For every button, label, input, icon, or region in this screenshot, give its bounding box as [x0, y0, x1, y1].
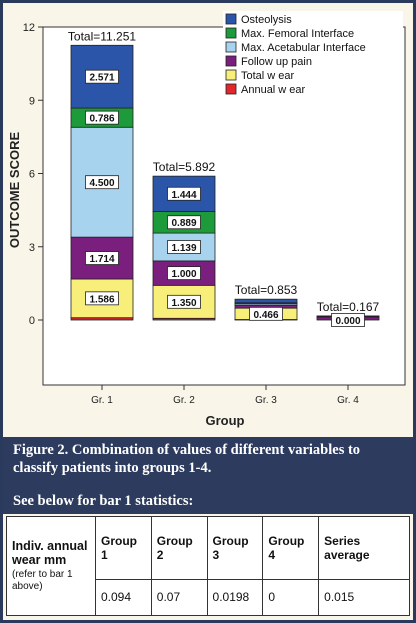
- data-label-box-3-1: [331, 313, 365, 327]
- x-axis-label: Group: [206, 413, 245, 428]
- value-group-1: 0.094: [95, 578, 152, 617]
- data-label-0-4: 0.786: [89, 114, 114, 125]
- header-group-3: Group 3: [206, 516, 264, 580]
- legend-swatch-5: [225, 83, 237, 95]
- data-label-box-0-3: [85, 175, 119, 190]
- x-tick-label-1: Gr. 2: [173, 395, 195, 406]
- legend-swatch-4: [225, 69, 237, 81]
- header-group-2: Group 2: [150, 516, 208, 580]
- legend-label-5: Annual w ear: [241, 84, 306, 96]
- row-label-main: Indiv. annual wear mm: [12, 539, 88, 567]
- data-label-box-1-2: [167, 266, 201, 281]
- y-tick-label-3: 9: [29, 95, 35, 107]
- header-group-1: Group 1: [95, 516, 152, 580]
- data-label-box-0-5: [85, 69, 119, 84]
- value-series-average: 0.015: [318, 578, 410, 617]
- legend-swatch-0: [225, 13, 237, 25]
- legend-background: [223, 11, 403, 99]
- data-label-box-1-1: [167, 294, 201, 309]
- data-label-1-2: 1.000: [171, 269, 196, 280]
- legend-swatch-3: [225, 55, 237, 67]
- bar-total-label-0: Total=11.251: [68, 29, 136, 43]
- data-label-3-1: 0.000: [335, 316, 360, 327]
- data-label-1-3: 1.139: [171, 243, 196, 254]
- data-label-box-0-1: [85, 291, 119, 306]
- stacked-bar-chart: 0 3 6 9 12 1.586 1.714 4.500 0.786 2.571 Total=11.…: [7, 11, 406, 428]
- y-tick-label-1: 3: [29, 242, 35, 254]
- data-label-0-5: 2.571: [89, 73, 114, 84]
- bar-total-label-2: Total=0.853: [235, 283, 298, 297]
- data-label-0-1: 1.586: [89, 294, 114, 305]
- y-axis-label: OUTCOME SCORE: [7, 132, 22, 249]
- bar-segment-2-5: [234, 298, 298, 304]
- legend-label-3: Follow up pain: [241, 56, 312, 68]
- table-value-row: 0.094 0.07 0.0198 0 0.015: [7, 578, 410, 617]
- data-label-box-0-4: [85, 110, 119, 125]
- x-tick-label-3: Gr. 4: [337, 395, 359, 406]
- figure-caption-band: Figure 2. Combination of values of diffe…: [3, 437, 413, 514]
- data-label-0-3: 4.500: [89, 178, 114, 189]
- x-tick-label-0: Gr. 1: [91, 395, 113, 406]
- data-label-0-2: 1.714: [89, 254, 114, 265]
- row-label-note: (refer to bar 1 above): [12, 569, 73, 592]
- value-group-3: 0.0198: [206, 578, 264, 617]
- data-label-box-1-4: [167, 215, 201, 230]
- row-label-cell: Indiv. annual wear mm (refer to bar 1 ab…: [6, 516, 96, 616]
- x-tick-label-2: Gr. 3: [255, 395, 277, 406]
- legend-label-1: Max. Femoral Interface: [241, 28, 354, 40]
- legend-swatch-1: [225, 27, 237, 39]
- figure-caption: Figure 2. Combination of values of diffe…: [13, 442, 361, 476]
- data-label-2-1: 0.466: [253, 310, 278, 321]
- legend-label-0: Osteolysis: [241, 14, 292, 26]
- y-tick-label-0: 0: [29, 315, 35, 327]
- value-group-2: 0.07: [150, 578, 208, 617]
- data-label-box-1-3: [167, 240, 201, 254]
- data-label-1-4: 0.889: [171, 218, 196, 229]
- table-header-row: Indiv. annual wear mm (refer to bar 1 ab…: [6, 516, 410, 616]
- header-series-average: Series average: [318, 516, 410, 580]
- data-label-box-0-2: [85, 251, 119, 265]
- data-label-box-1-5: [167, 186, 201, 201]
- bar1-statistics-table: Indiv. annual wear mm (refer to bar 1 ab…: [6, 516, 410, 617]
- bar-total-label-1: Total=5.892: [153, 160, 216, 174]
- data-label-box-2-1: [249, 306, 283, 321]
- y-tick-label-2: 6: [29, 169, 35, 181]
- legend-label-2: Max. Acetabular Interface: [241, 42, 366, 54]
- bar-total-label-3: Total=0.167: [317, 300, 380, 314]
- y-tick-label-4: 12: [23, 22, 35, 34]
- legend-swatch-2: [225, 41, 237, 53]
- legend-label-4: Total w ear: [241, 70, 295, 82]
- value-group-4: 0: [262, 578, 320, 617]
- data-label-1-5: 1.444: [171, 190, 196, 201]
- data-label-1-1: 1.350: [171, 298, 196, 309]
- caption-subtext: See below for bar 1 statistics:: [13, 493, 194, 509]
- header-group-4: Group 4: [262, 516, 320, 580]
